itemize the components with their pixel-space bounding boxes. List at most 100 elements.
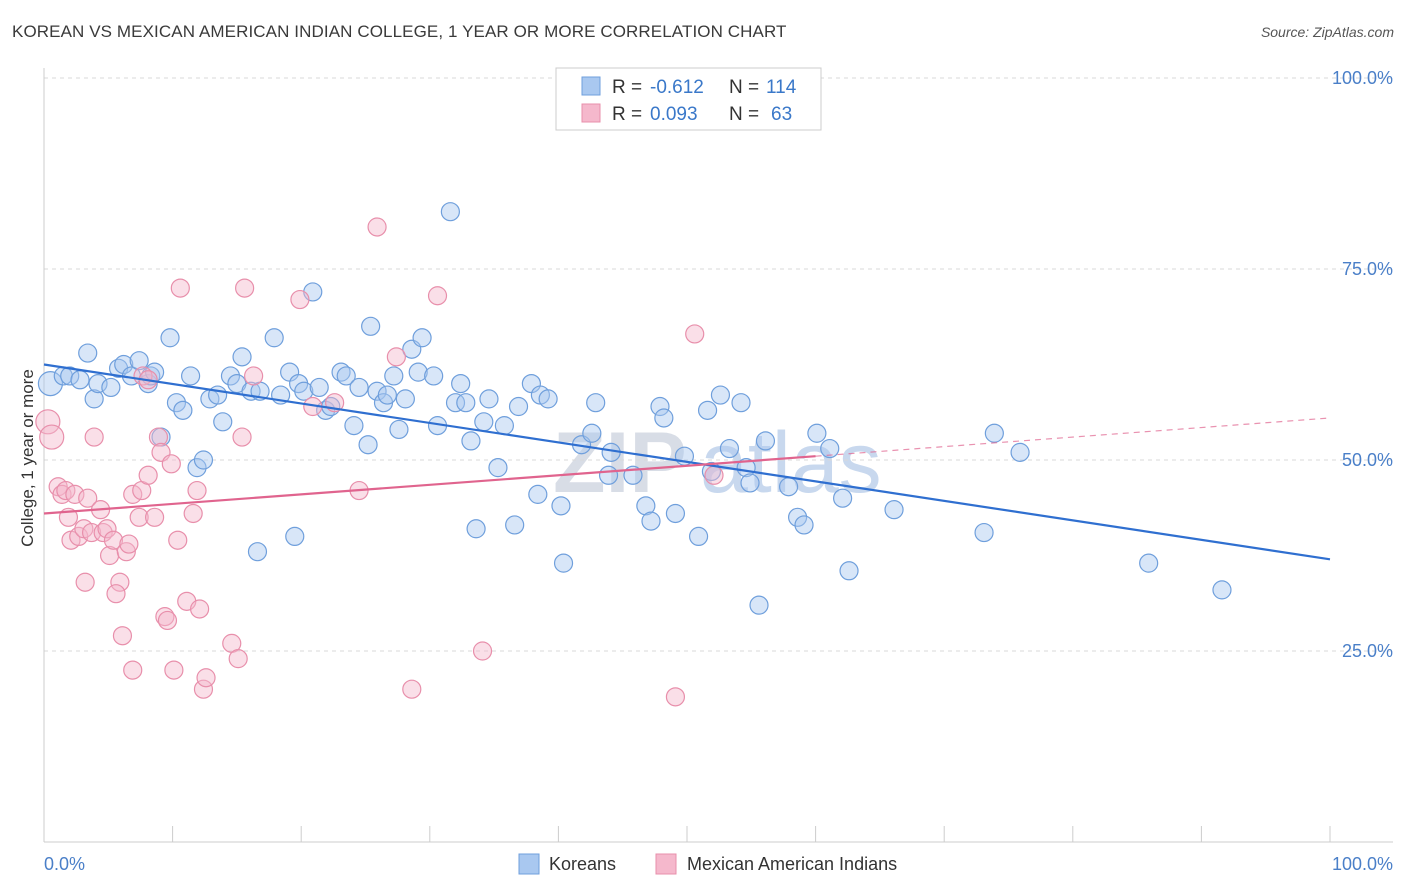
data-point	[187, 480, 207, 501]
data-point	[538, 389, 558, 409]
data-point	[412, 328, 432, 348]
data-point	[794, 515, 814, 535]
data-point	[103, 530, 124, 550]
data-point	[285, 526, 305, 547]
data-point	[138, 465, 158, 485]
data-point	[129, 351, 149, 371]
data-point	[93, 522, 113, 543]
data-point	[232, 347, 252, 367]
data-point	[161, 454, 181, 474]
data-point	[39, 424, 65, 450]
data-point	[264, 328, 284, 348]
data-point	[833, 488, 853, 508]
data-point	[129, 507, 149, 527]
data-point	[586, 393, 606, 413]
data-point	[181, 366, 201, 386]
data-point	[787, 507, 808, 527]
data-point	[395, 389, 415, 409]
data-point	[505, 515, 525, 535]
data-point	[336, 366, 356, 386]
data-point	[166, 393, 187, 413]
data-point	[331, 362, 351, 382]
data-point	[445, 393, 466, 413]
data-point	[474, 412, 494, 432]
data-point	[367, 217, 387, 237]
data-point	[70, 370, 90, 390]
data-point	[654, 408, 674, 428]
data-point	[228, 649, 248, 669]
data-point	[37, 371, 64, 397]
data-point	[466, 519, 486, 539]
series-mexican-american-indians-points	[35, 217, 724, 707]
y-axis-title: College, 1 year or more	[18, 369, 37, 547]
data-point	[807, 423, 827, 443]
data-point	[377, 385, 397, 405]
watermark-zip: ZIP	[553, 415, 687, 511]
data-point	[294, 381, 314, 401]
data-point	[157, 610, 178, 631]
data-point	[697, 400, 718, 420]
x-tick-left: 0.0%	[44, 854, 85, 874]
trend-line-mexican-solid	[43, 455, 816, 515]
data-point	[81, 522, 102, 543]
data-point	[164, 660, 184, 680]
data-point	[688, 526, 709, 547]
legend-n-value-1: 114	[766, 77, 797, 98]
data-point	[974, 522, 994, 543]
data-point	[110, 572, 130, 592]
data-point	[220, 366, 241, 386]
legend-n-value-2: 63	[771, 104, 792, 125]
data-point	[427, 286, 448, 306]
data-point	[60, 366, 80, 386]
legend-n-label-1: N =	[729, 77, 759, 98]
source-credit: Source: ZipAtlas.com	[1260, 24, 1394, 40]
data-point	[494, 416, 514, 436]
data-point	[193, 450, 214, 470]
data-point	[101, 377, 121, 398]
data-point	[456, 393, 476, 413]
data-point	[358, 435, 378, 455]
data-point	[247, 542, 268, 562]
data-point	[114, 354, 134, 375]
data-point	[116, 542, 136, 562]
data-point	[731, 393, 751, 413]
data-point	[440, 202, 460, 222]
data-point	[106, 584, 126, 604]
data-point	[75, 572, 95, 592]
data-point	[710, 385, 731, 405]
data-point	[636, 496, 656, 516]
data-point	[84, 389, 104, 409]
data-point	[665, 687, 686, 707]
data-point	[408, 362, 428, 382]
legend-r-label-2: R =	[612, 104, 642, 125]
trend-lines	[43, 363, 1331, 561]
bottom-legend-swatch-koreans	[518, 853, 540, 875]
y-tick-25: 25.0%	[1342, 641, 1393, 661]
data-point	[168, 530, 188, 550]
data-point	[839, 561, 859, 581]
legend-box: R = -0.612 N = 114 R = 0.093 N = 63	[555, 67, 822, 131]
chart-title: KOREAN VS MEXICAN AMERICAN INDIAN COLLEG…	[12, 22, 787, 41]
data-point	[820, 438, 840, 459]
data-point	[123, 660, 143, 680]
data-point	[740, 473, 760, 493]
y-tick-75: 75.0%	[1342, 259, 1393, 279]
y-tick-50: 50.0%	[1342, 450, 1393, 470]
bottom-legend: Koreans Mexican American Indians	[518, 853, 897, 875]
x-tick-labels: 0.0% 100.0%	[44, 854, 1393, 874]
data-point	[755, 431, 776, 451]
data-point	[148, 427, 169, 447]
data-point	[749, 595, 769, 615]
data-point	[472, 641, 493, 661]
trend-line-mexican-dashed	[815, 417, 1331, 457]
trend-line-koreans	[43, 363, 1331, 561]
data-point	[97, 519, 117, 539]
data-point	[35, 409, 61, 435]
data-point	[112, 626, 133, 646]
bottom-legend-label-koreans: Koreans	[549, 854, 616, 874]
data-point	[389, 419, 409, 440]
data-point	[235, 278, 255, 298]
data-point	[685, 324, 705, 344]
data-point	[196, 668, 216, 688]
